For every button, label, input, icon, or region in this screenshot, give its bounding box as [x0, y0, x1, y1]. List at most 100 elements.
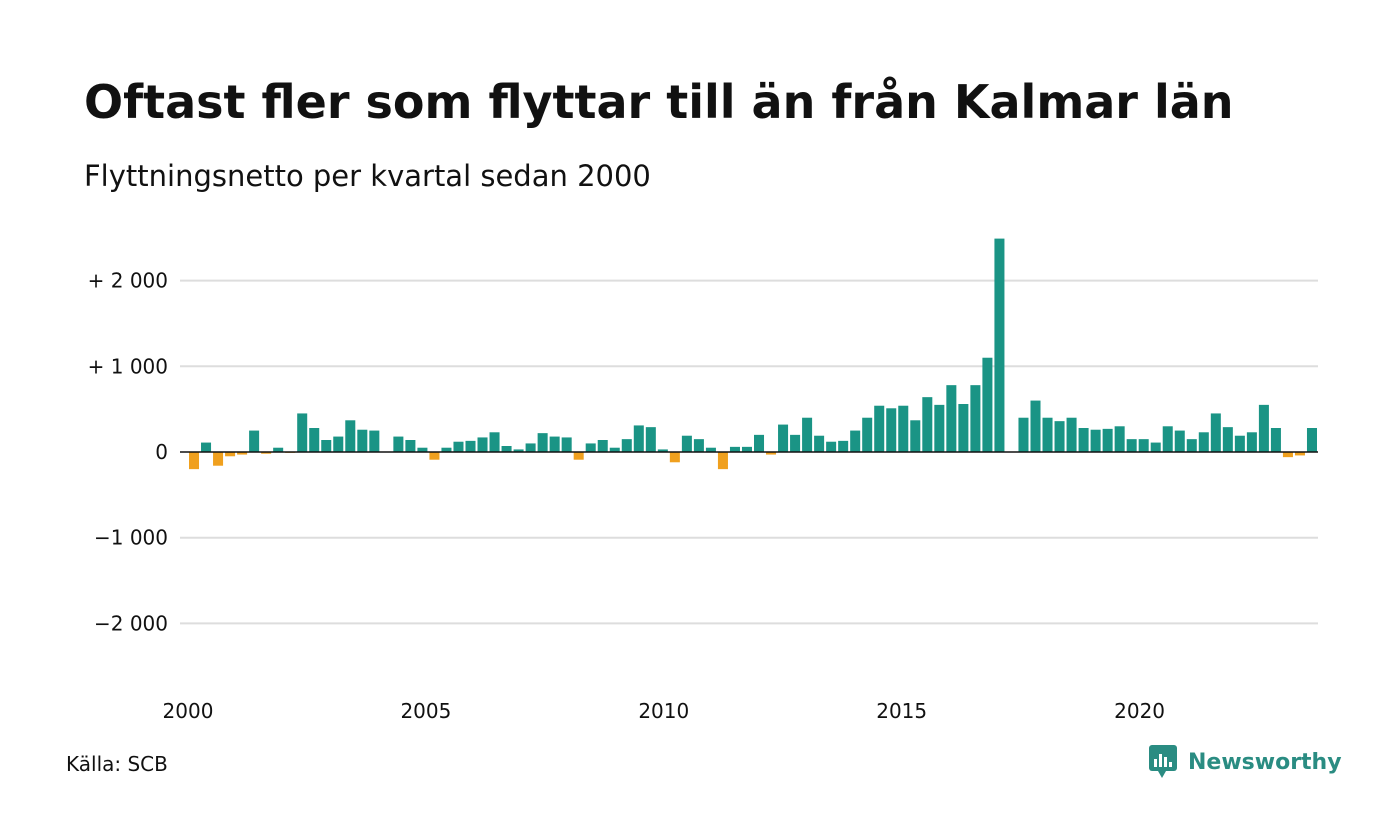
gridlines: [180, 279, 1318, 625]
bar: [1066, 417, 1077, 452]
bar: [489, 432, 500, 452]
bar: [441, 447, 452, 452]
bar: [621, 439, 632, 452]
bar: [778, 424, 789, 452]
bar: [1246, 432, 1257, 452]
bar: [549, 436, 560, 452]
bar-chart: + 2 000 + 1 000 0 −1 000 −2 000 2000 2005 2010…: [88, 238, 1318, 723]
bar: [1030, 400, 1041, 452]
y-tick-label: −2 000: [94, 611, 168, 635]
bar: [826, 441, 837, 452]
bar: [958, 404, 969, 452]
bar: [1054, 421, 1065, 452]
bar: [633, 425, 644, 452]
bar: [886, 408, 897, 452]
bar: [934, 404, 945, 452]
bar: [802, 417, 813, 452]
bar: [237, 452, 248, 455]
bar: [922, 397, 933, 452]
brand-name: Newsworthy: [1188, 749, 1342, 775]
source-note: Källa: SCB: [66, 752, 168, 776]
bar: [321, 440, 332, 452]
bar: [561, 437, 572, 452]
bar: [862, 417, 873, 452]
bar: [525, 443, 536, 452]
bar: [189, 452, 200, 470]
bar: [814, 435, 825, 452]
bar: [1270, 428, 1281, 452]
bar: [1306, 428, 1317, 452]
bar: [573, 452, 584, 460]
bar: [309, 428, 320, 452]
bar: [681, 435, 692, 452]
bar: [537, 433, 548, 452]
bar: [705, 447, 716, 452]
x-tick-label: 2005: [400, 699, 451, 723]
y-axis-tick-labels: + 2 000 + 1 000 0 −1 000 −2 000: [88, 269, 168, 636]
bar: [766, 452, 777, 455]
y-tick-label: 0: [155, 440, 168, 464]
bar: [717, 452, 728, 470]
bar: [790, 434, 801, 452]
bar: [597, 440, 608, 452]
bar: [1126, 439, 1137, 452]
bar: [273, 447, 284, 452]
newsworthy-brand[interactable]: Newsworthy: [1148, 744, 1342, 780]
bar: [970, 385, 981, 452]
bar: [1210, 413, 1221, 452]
bar: [729, 446, 740, 452]
bar: [261, 452, 272, 454]
bar: [838, 440, 849, 452]
bar: [1258, 404, 1269, 452]
bar: [982, 357, 993, 452]
bar: [333, 436, 344, 452]
bar: [1078, 428, 1089, 452]
bar: [585, 443, 596, 452]
bar: [1186, 439, 1197, 452]
bar: [249, 430, 260, 452]
bar: [910, 420, 921, 452]
bar: [1234, 435, 1245, 452]
bar: [657, 449, 668, 452]
x-axis-tick-labels: 2000 2005 2010 2015 2020: [163, 699, 1165, 723]
x-tick-label: 2000: [163, 699, 214, 723]
bar: [669, 452, 680, 463]
y-tick-label: + 1 000: [88, 354, 168, 378]
bar: [850, 430, 861, 452]
bar: [1174, 430, 1185, 452]
bar: [754, 434, 765, 452]
bar: [1162, 426, 1173, 452]
bar: [1018, 417, 1029, 452]
bar: [225, 452, 236, 457]
bar: [1138, 439, 1149, 452]
bar: [946, 385, 957, 452]
bar: [501, 446, 512, 452]
y-tick-label: −1 000: [94, 526, 168, 550]
bar: [1198, 432, 1209, 452]
bar: [393, 436, 404, 452]
bar: [453, 441, 464, 452]
chart-subtitle: Flyttningsnetto per kvartal sedan 2000: [84, 159, 651, 193]
bar: [645, 427, 656, 452]
bar: [609, 447, 620, 452]
bar: [513, 449, 524, 452]
bar: [874, 405, 885, 452]
bar: [297, 413, 308, 452]
bar: [994, 238, 1005, 452]
bar: [417, 447, 428, 452]
bar: [741, 446, 752, 452]
bar: [477, 437, 488, 452]
bar: [357, 429, 368, 452]
bar: [1222, 427, 1233, 452]
bar: [1090, 429, 1101, 452]
newsworthy-logo-icon: [1149, 745, 1177, 778]
bar: [1042, 417, 1053, 452]
bar: [213, 452, 224, 466]
bar: [898, 405, 909, 452]
bar: [1282, 452, 1293, 458]
bar: [1114, 426, 1125, 452]
bars: [189, 238, 1317, 470]
bar: [201, 442, 212, 452]
x-tick-label: 2010: [638, 699, 689, 723]
bar: [369, 430, 380, 452]
